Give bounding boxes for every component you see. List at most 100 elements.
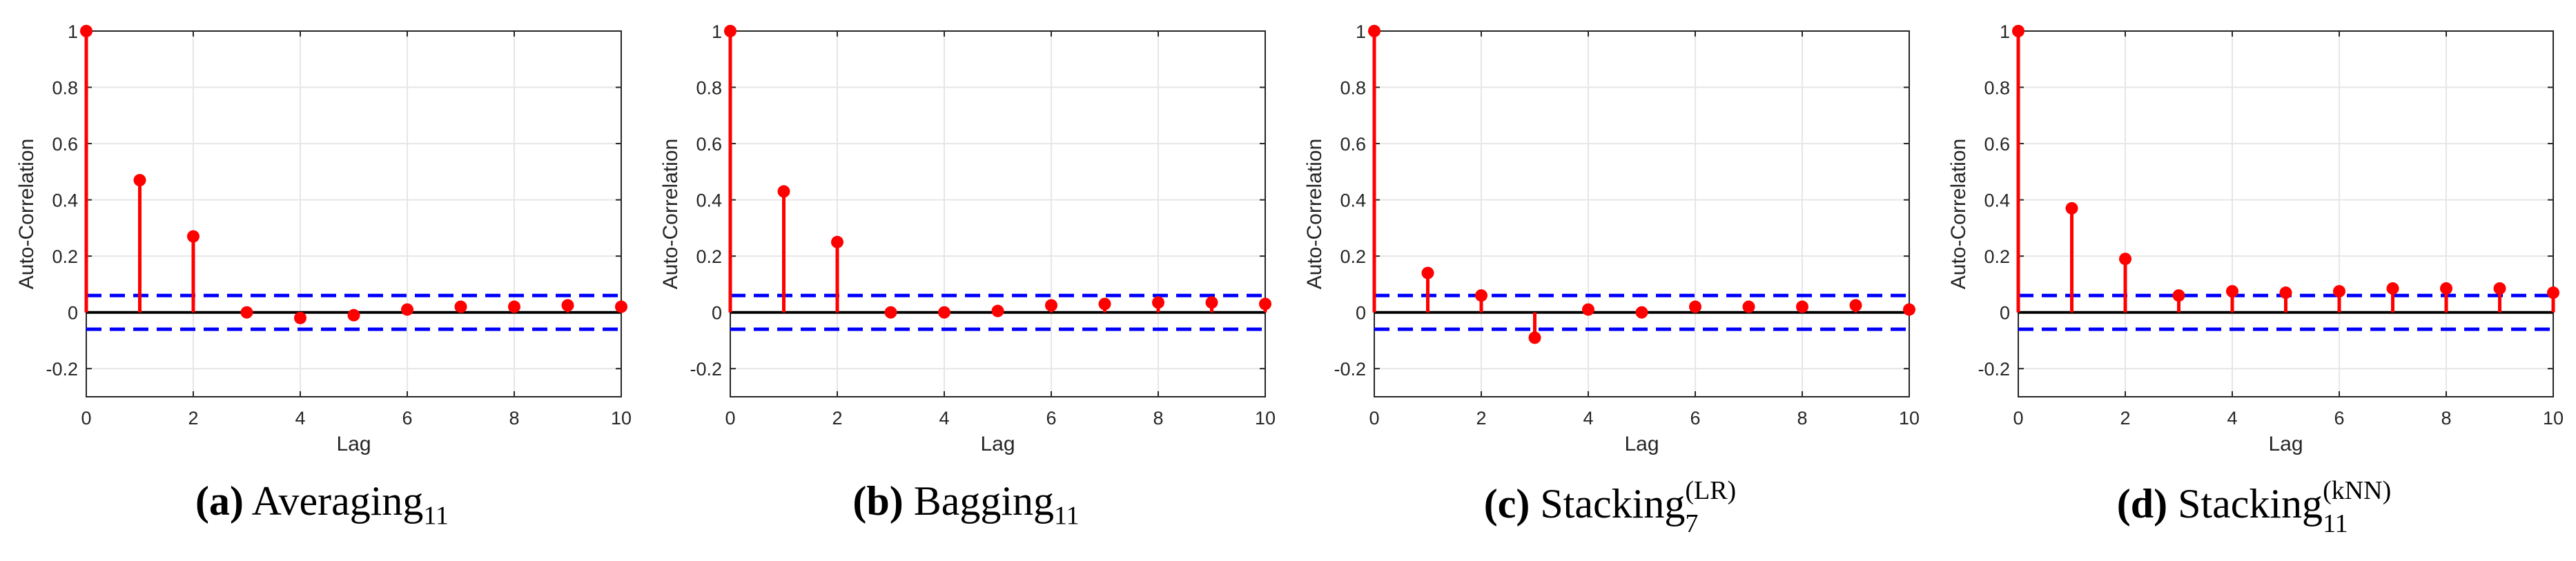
stem-marker bbox=[1098, 297, 1111, 311]
stem-marker bbox=[884, 306, 897, 319]
stem-marker bbox=[1528, 331, 1541, 344]
stem-marker bbox=[777, 185, 790, 198]
stem-marker bbox=[294, 311, 306, 324]
stem-marker bbox=[938, 306, 950, 319]
stem-marker bbox=[2012, 25, 2024, 37]
caption-name: Stacking bbox=[2178, 481, 2323, 527]
x-tick-label: 2 bbox=[1476, 408, 1486, 429]
stem-marker bbox=[1259, 297, 1271, 311]
y-tick-label: 0.4 bbox=[1340, 190, 1366, 211]
stem-marker bbox=[1045, 299, 1057, 312]
y-axis-label: Auto-Correlation bbox=[1947, 139, 1970, 289]
x-axis-label: Lag bbox=[2268, 433, 2303, 455]
caption-label: (c) bbox=[1483, 481, 1530, 527]
stem-marker bbox=[1903, 303, 1915, 316]
y-tick-label: -0.2 bbox=[1334, 359, 1366, 380]
stem-marker bbox=[2065, 201, 2078, 215]
y-tick-label: 0.2 bbox=[1984, 246, 2010, 267]
stem-marker bbox=[1152, 296, 1164, 309]
stem-marker bbox=[133, 174, 146, 187]
y-tick-label: 0.4 bbox=[1984, 190, 2010, 211]
y-tick-label: 0 bbox=[2000, 303, 2010, 324]
y-tick-label: 0.8 bbox=[696, 78, 722, 99]
caption-label: (a) bbox=[195, 478, 244, 524]
y-tick-label: 0.8 bbox=[1984, 78, 2010, 99]
y-tick-label: 0.8 bbox=[52, 78, 78, 99]
x-tick-label: 2 bbox=[188, 408, 198, 429]
stem-marker bbox=[1689, 300, 1701, 313]
x-tick-label: 4 bbox=[939, 408, 949, 429]
y-tick-label: 1 bbox=[1356, 21, 1366, 42]
stem-marker bbox=[2547, 286, 2559, 299]
x-axis-label: Lag bbox=[336, 433, 371, 455]
y-tick-label: 0 bbox=[1356, 303, 1366, 324]
caption-d: (d) Stacking (kNN) 11 bbox=[1932, 478, 2576, 537]
caption-a: (a) Averaging11 bbox=[0, 478, 644, 529]
caption-label: (b) bbox=[852, 478, 904, 524]
stem-marker bbox=[1849, 299, 1862, 312]
y-tick-label: 0.2 bbox=[696, 246, 722, 267]
stem-marker bbox=[80, 25, 92, 37]
stem-marker bbox=[2226, 285, 2238, 298]
stem-marker bbox=[1796, 300, 1808, 313]
stem-marker bbox=[1205, 296, 1218, 309]
y-tick-label: 1 bbox=[712, 21, 722, 42]
x-tick-label: 10 bbox=[1899, 408, 1920, 429]
caption-label: (d) bbox=[2116, 481, 2168, 527]
caption-c: (c) Stacking (LR) 7 bbox=[1288, 478, 1932, 537]
y-tick-label: -0.2 bbox=[690, 359, 722, 380]
x-tick-label: 6 bbox=[402, 408, 412, 429]
x-tick-label: 10 bbox=[1255, 408, 1276, 429]
caption-superscript: (LR) bbox=[1685, 476, 1737, 505]
x-axis-label: Lag bbox=[980, 433, 1015, 455]
stem-marker bbox=[2386, 282, 2399, 295]
y-tick-label: -0.2 bbox=[46, 359, 78, 380]
stem-marker bbox=[2119, 253, 2131, 266]
stem-marker bbox=[347, 308, 360, 322]
y-tick-label: 0 bbox=[712, 303, 722, 324]
panel-d: 0 2 4 6 8 10 -0.2 0 0.2 0.4 0.6 0.8 1 Lag Auto-Correla… bbox=[1932, 0, 2576, 561]
axes-box bbox=[86, 30, 622, 397]
y-tick-label: 0.4 bbox=[52, 190, 78, 211]
chart-a: 0 2 4 6 8 10 -0.2 0 0.2 0.4 0.6 0.8 1 Lag Auto-Correla… bbox=[15, 21, 632, 455]
y-tick-label: 0.6 bbox=[52, 134, 78, 155]
stem-marker bbox=[1475, 289, 1487, 302]
stem-marker bbox=[508, 300, 520, 313]
stem-marker bbox=[187, 230, 199, 243]
y-tick-label: 0.2 bbox=[52, 246, 78, 267]
x-tick-label: 10 bbox=[611, 408, 632, 429]
caption-subscript: 11 bbox=[2323, 509, 2348, 538]
y-tick-label: 1 bbox=[2000, 21, 2010, 42]
caption-name: Averaging bbox=[251, 478, 424, 524]
chart-b: 0 2 4 6 8 10 -0.2 0 0.2 0.4 0.6 0.8 1 Lag Auto-Correla… bbox=[659, 21, 1276, 455]
y-tick-label: 0.4 bbox=[696, 190, 722, 211]
x-tick-label: 4 bbox=[1583, 408, 1593, 429]
y-axis-label: Auto-Correlation bbox=[659, 139, 682, 289]
stem-marker bbox=[1582, 303, 1594, 316]
y-tick-label: 0 bbox=[68, 303, 78, 324]
y-tick-label: 0.6 bbox=[1984, 134, 2010, 155]
x-tick-label: 8 bbox=[1153, 408, 1163, 429]
stem-marker bbox=[615, 300, 627, 313]
x-tick-label: 0 bbox=[1369, 408, 1379, 429]
caption-b: (b) Bagging11 bbox=[644, 478, 1288, 529]
y-tick-label: 0.8 bbox=[1340, 78, 1366, 99]
x-tick-label: 4 bbox=[295, 408, 305, 429]
stem-marker bbox=[454, 300, 467, 313]
stem-marker bbox=[1742, 300, 1755, 313]
y-tick-label: 1 bbox=[68, 21, 78, 42]
caption-scripts: (LR) 7 bbox=[1685, 478, 1736, 537]
stem-marker bbox=[2279, 286, 2292, 299]
y-axis-label: Auto-Correlation bbox=[1303, 139, 1326, 289]
caption-superscript: (kNN) bbox=[2323, 476, 2392, 505]
stem-marker bbox=[561, 299, 574, 312]
x-tick-label: 8 bbox=[1797, 408, 1807, 429]
y-tick-label: 0.2 bbox=[1340, 246, 1366, 267]
x-tick-label: 6 bbox=[1046, 408, 1056, 429]
axes-box bbox=[1374, 30, 1910, 397]
panel-a: 0 2 4 6 8 10 -0.2 0 0.2 0.4 0.6 0.8 1 Lag Auto-Correla… bbox=[0, 0, 644, 561]
x-tick-label: 2 bbox=[832, 408, 842, 429]
caption-name: Stacking bbox=[1540, 481, 1686, 527]
caption-subscript: 7 bbox=[1685, 509, 1699, 538]
stem-marker bbox=[401, 303, 413, 316]
